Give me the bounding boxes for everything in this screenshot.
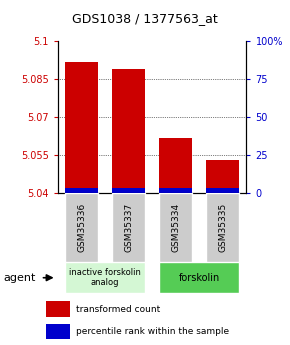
- Bar: [65, 262, 145, 293]
- Bar: [159, 138, 192, 193]
- Bar: [112, 69, 145, 193]
- Bar: [159, 193, 192, 262]
- Bar: [159, 262, 240, 293]
- Bar: [46, 324, 70, 339]
- Text: percentile rank within the sample: percentile rank within the sample: [76, 327, 229, 336]
- Bar: [206, 160, 240, 193]
- Text: GDS1038 / 1377563_at: GDS1038 / 1377563_at: [72, 12, 218, 26]
- Bar: [112, 193, 145, 262]
- Text: GSM35336: GSM35336: [77, 203, 86, 252]
- Bar: [46, 301, 70, 317]
- Bar: [112, 188, 145, 193]
- Bar: [65, 193, 98, 262]
- Text: forskolin: forskolin: [179, 273, 220, 283]
- Bar: [206, 193, 240, 262]
- Bar: [206, 188, 240, 193]
- Bar: [159, 188, 192, 193]
- Text: inactive forskolin
analog: inactive forskolin analog: [69, 268, 141, 287]
- Text: transformed count: transformed count: [76, 305, 160, 314]
- Bar: [65, 188, 98, 193]
- Text: agent: agent: [3, 273, 35, 283]
- Text: GSM35337: GSM35337: [124, 203, 133, 252]
- Text: GSM35334: GSM35334: [171, 203, 180, 252]
- Text: GSM35335: GSM35335: [218, 203, 227, 252]
- Bar: [65, 62, 98, 193]
